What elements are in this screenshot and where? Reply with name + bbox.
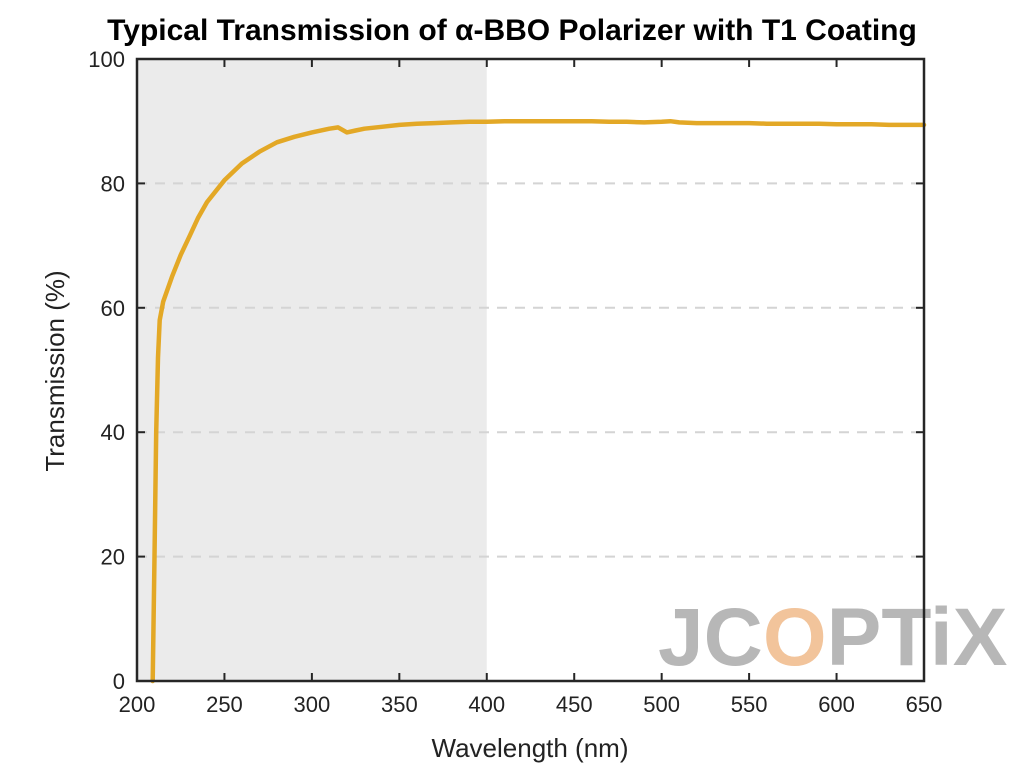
y-tick-label: 0 (113, 669, 125, 694)
watermark-logo: JCOPTiX (658, 592, 1007, 683)
y-tick-label: 80 (101, 171, 125, 196)
axes-frame (135, 57, 926, 683)
grid-layer (137, 182, 924, 558)
ticks-layer: 200 250 300 350 400 450 500 550 600 650 0 20 40 60 80 1… (88, 47, 942, 717)
x-tick-label: 450 (556, 692, 593, 717)
watermark-part-a: JC (658, 592, 763, 683)
watermark-text: JCOPTiX (658, 592, 1007, 683)
y-tick-label: 100 (88, 47, 125, 72)
x-tick-label: 200 (119, 692, 156, 717)
shaded-region (137, 59, 487, 681)
watermark-part-c: PTiX (827, 592, 1008, 683)
y-tick-label: 20 (101, 545, 125, 570)
watermark-part-b: O (763, 592, 827, 683)
x-tick-label: 650 (906, 692, 943, 717)
x-tick-label: 400 (468, 692, 505, 717)
axes-layer (135, 57, 926, 683)
x-tick-label: 500 (643, 692, 680, 717)
series-layer (150, 118, 927, 684)
x-tick-label: 350 (381, 692, 418, 717)
x-tick-label: 550 (731, 692, 768, 717)
x-tick-label: 600 (818, 692, 855, 717)
y-tick-label: 60 (101, 296, 125, 321)
chart-title: Typical Transmission of α-BBO Polarizer … (107, 14, 917, 47)
x-tick-label: 250 (206, 692, 243, 717)
y-tick-label: 40 (101, 420, 125, 445)
x-axis-label: Wavelength (nm) (432, 733, 629, 763)
series-line-0 (150, 118, 927, 684)
y-axis-label: Transmission (%) (40, 270, 70, 471)
shaded-region-layer (137, 59, 487, 681)
x-tick-label: 300 (294, 692, 331, 717)
